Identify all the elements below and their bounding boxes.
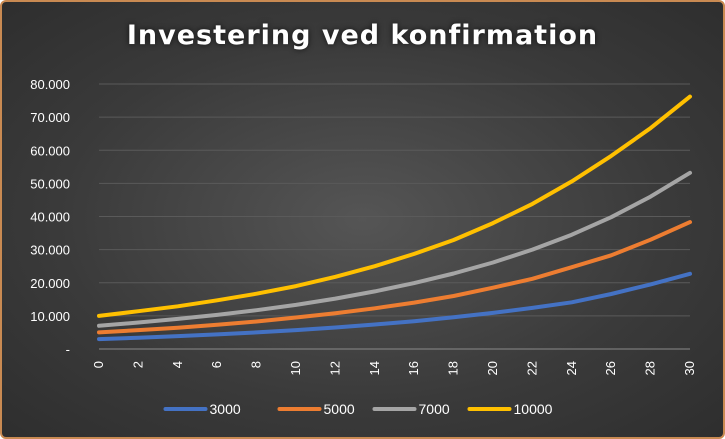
series-line-10000: [97, 94, 692, 318]
y-tick-label-1: 10.000: [30, 309, 70, 324]
x-tick-label-15: 30: [682, 361, 697, 375]
y-tick-label-4: 40.000: [30, 210, 70, 225]
y-tick-label-2: 20.000: [30, 276, 70, 291]
y-tick-label-8: 80.000: [30, 77, 70, 92]
x-tick-label-5: 10: [288, 361, 303, 375]
x-tick-label-12: 24: [564, 361, 579, 375]
x-tick-label-7: 14: [367, 361, 382, 375]
legend-label-3000: 3000: [210, 401, 241, 417]
y-tick-label-6: 60.000: [30, 143, 70, 158]
x-tick-label-6: 12: [327, 361, 342, 375]
x-tick-label-0: 0: [91, 361, 106, 368]
legend-label-5000: 5000: [324, 401, 355, 417]
series-line-3000: [97, 271, 692, 342]
x-tick-label-10: 20: [485, 361, 500, 375]
chart-title: Investering ved konfirmation: [126, 20, 599, 51]
legend-label-7000: 7000: [419, 401, 450, 417]
x-tick-label-13: 26: [603, 361, 618, 375]
x-tick-label-2: 4: [170, 361, 185, 368]
y-tick-label-0: -: [66, 342, 70, 357]
y-tick-label-3: 30.000: [30, 243, 70, 258]
x-tick-label-14: 28: [643, 361, 658, 375]
legend-label-10000: 10000: [514, 401, 553, 417]
y-tick-label-7: 70.000: [30, 110, 70, 125]
x-tick-label-1: 2: [130, 361, 145, 368]
y-tick-label-5: 50.000: [30, 176, 70, 191]
series-line-7000: [97, 170, 692, 328]
x-tick-label-9: 18: [446, 361, 461, 375]
x-tick-label-11: 22: [524, 361, 539, 375]
series-line-5000: [97, 220, 692, 335]
x-tick-label-8: 16: [406, 361, 421, 375]
x-tick-label-3: 6: [209, 361, 224, 368]
x-tick-label-4: 8: [249, 361, 264, 368]
